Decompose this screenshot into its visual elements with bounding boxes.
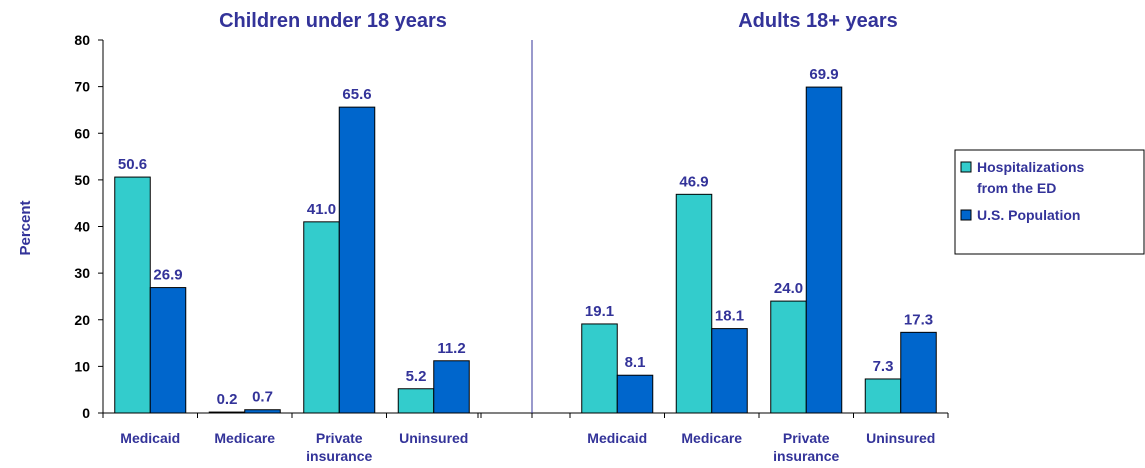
bar-hospitalizations <box>675 193 713 414</box>
category-label: Uninsured <box>866 430 935 446</box>
category-label: Medicaid <box>120 430 180 446</box>
data-label-population: 0.7 <box>252 389 273 406</box>
bar-population <box>711 328 748 414</box>
data-label-hospitalizations: 46.9 <box>679 173 708 190</box>
data-label-hospitalizations: 19.1 <box>585 303 614 320</box>
data-label-hospitalizations: 41.0 <box>307 201 336 218</box>
bar-population <box>433 360 470 414</box>
category-label: Medicaid <box>587 430 647 446</box>
data-label-hospitalizations: 0.2 <box>217 391 238 408</box>
category-label-line: Private <box>783 430 830 446</box>
y-tick-label: 60 <box>74 125 90 141</box>
category-label-line: Medicare <box>681 430 742 446</box>
bar-hospitalizations <box>581 323 618 414</box>
bar-hospitalizations <box>864 378 902 414</box>
category-label: Medicare <box>681 430 742 446</box>
data-label-population: 26.9 <box>153 267 182 284</box>
category-label: Private insurance <box>773 430 839 464</box>
y-tick-label: 70 <box>74 79 90 95</box>
data-label-population: 8.1 <box>625 354 646 371</box>
bar-population <box>805 86 843 414</box>
y-tick-label: 30 <box>74 265 90 281</box>
y-tick-label: 10 <box>74 358 90 374</box>
panel-title-adults: Adults 18+ years <box>738 10 898 32</box>
category-label-line: Private <box>316 430 363 446</box>
legend-swatch-population <box>960 209 972 221</box>
bar-population <box>338 106 376 414</box>
data-label-hospitalizations: 7.3 <box>873 358 894 375</box>
legend-label-population: U.S. Population <box>977 207 1080 223</box>
data-label-hospitalizations: 5.2 <box>406 368 427 385</box>
category-label-line: Uninsured <box>399 430 468 446</box>
y-tick-label: 50 <box>74 172 90 188</box>
bar-hospitalizations <box>303 221 340 414</box>
legend-box <box>954 149 1145 255</box>
legend-label-hospitalizations-line2: from the ED <box>977 180 1056 196</box>
panel-title-children: Children under 18 years <box>219 10 447 32</box>
legend-label-hospitalizations-line1: Hospitalizations <box>977 159 1085 175</box>
data-label-population: 11.2 <box>437 340 465 357</box>
bar-population <box>244 409 281 414</box>
category-label-line: Medicare <box>214 430 275 446</box>
bar-population <box>149 287 187 414</box>
bar-population <box>900 331 937 414</box>
y-tick-label: 0 <box>82 405 90 421</box>
y-tick-label: 80 <box>74 32 90 48</box>
bar-hospitalizations <box>397 388 435 414</box>
data-label-hospitalizations: 24.0 <box>774 280 803 297</box>
data-label-hospitalizations: 50.6 <box>118 156 147 173</box>
category-label-line: insurance <box>306 448 372 464</box>
category-label-line: insurance <box>773 448 839 464</box>
bar-hospitalizations <box>208 411 246 414</box>
category-label-line: Uninsured <box>866 430 935 446</box>
data-label-population: 69.9 <box>809 66 838 83</box>
data-label-population: 18.1 <box>715 308 744 325</box>
category-labels: Medicaid Medicare Private insurance Uninsure… <box>120 430 935 464</box>
legend-swatch-hospitalizations <box>960 161 972 173</box>
bar-hospitalizations <box>770 300 807 414</box>
bar-hospitalizations <box>114 176 151 414</box>
y-axis-label: Percent <box>17 200 34 255</box>
y-tick-label: 20 <box>74 312 90 328</box>
category-label-line: Medicaid <box>120 430 180 446</box>
data-label-population: 65.6 <box>342 86 371 103</box>
category-label: Medicare <box>214 430 275 446</box>
category-label-line: Medicaid <box>587 430 647 446</box>
legend: Hospitalizations from the ED U.S. Popula… <box>954 149 1145 255</box>
data-labels: 50.6 26.9 0.2 0.7 41.0 65.6 5.2 11.2 19.1 8.1 46.9… <box>118 66 933 408</box>
category-label: Uninsured <box>399 430 468 446</box>
data-label-population: 17.3 <box>904 311 933 328</box>
y-tick-label: 40 <box>74 219 90 235</box>
bar-population <box>616 374 654 414</box>
category-label: Private insurance <box>306 430 372 464</box>
bars <box>114 86 937 414</box>
